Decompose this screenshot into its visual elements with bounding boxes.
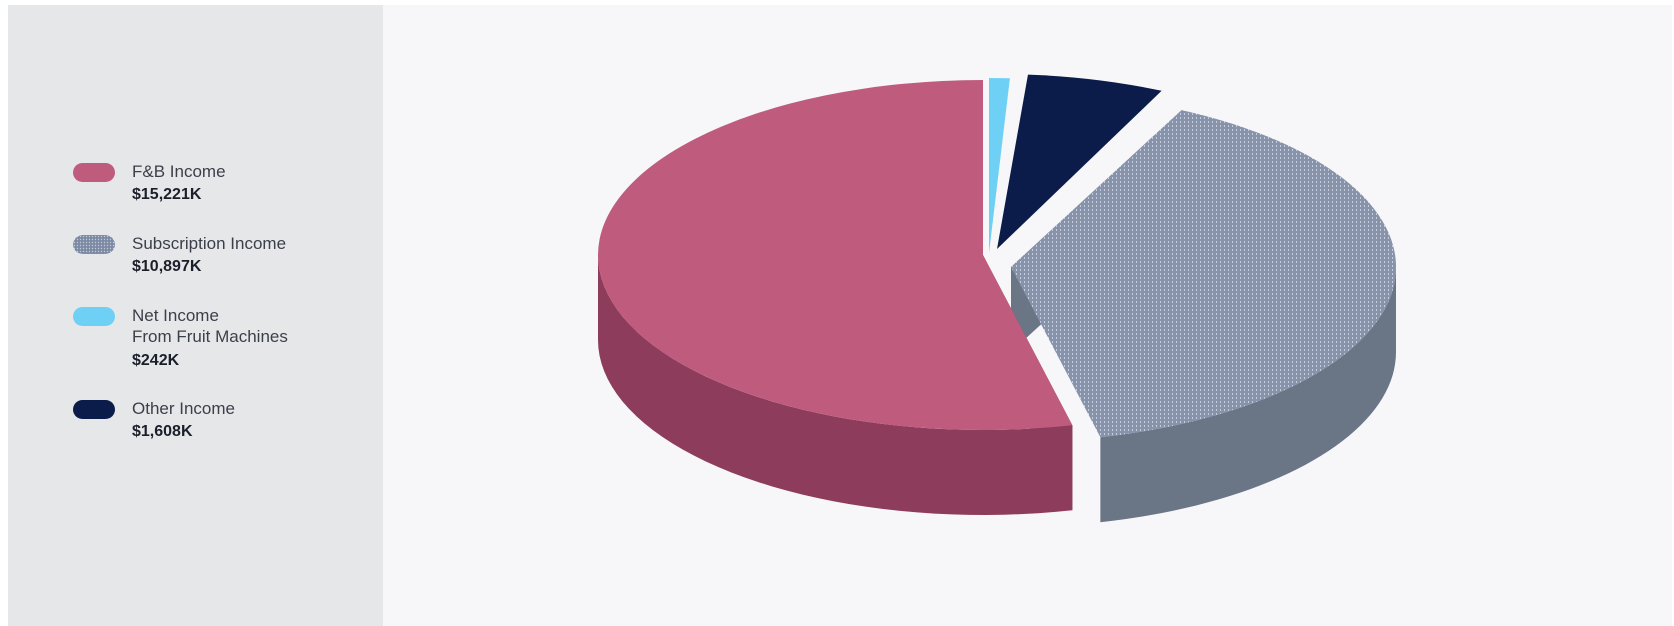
legend: F&B Income $15,221K Subscription Income …	[8, 5, 383, 626]
legend-value-subscription-income: $10,897K	[132, 258, 202, 275]
chart-area	[383, 5, 1672, 626]
legend-label-fruit-machines-line1: Net Income	[132, 306, 219, 325]
legend-swatch-fb-income	[73, 163, 115, 182]
legend-label-fb-income: F&B Income	[132, 162, 226, 181]
legend-value-other-income: $1,608K	[132, 423, 193, 440]
legend-swatch-subscription-income	[73, 235, 115, 254]
pie-slice-fruit-machines	[989, 78, 1010, 253]
pie-chart-3d	[597, 74, 1396, 523]
legend-swatch-other-income	[73, 400, 115, 419]
pie-slice-fb-income	[597, 80, 1073, 515]
legend-value-fb-income: $15,221K	[132, 186, 202, 203]
legend-label-fruit-machines-line2: From Fruit Machines	[132, 327, 288, 346]
legend-value-fruit-machines: $242K	[132, 352, 180, 369]
legend-label-subscription-income: Subscription Income	[132, 234, 287, 253]
pie-slice-subscription-income	[1011, 110, 1396, 523]
pie-slice-other-income	[997, 74, 1162, 249]
chart-frame: F&B Income $15,221K Subscription Income …	[8, 5, 1672, 626]
legend-label-other-income: Other Income	[132, 399, 235, 418]
legend-swatch-fruit-machines	[73, 307, 115, 326]
